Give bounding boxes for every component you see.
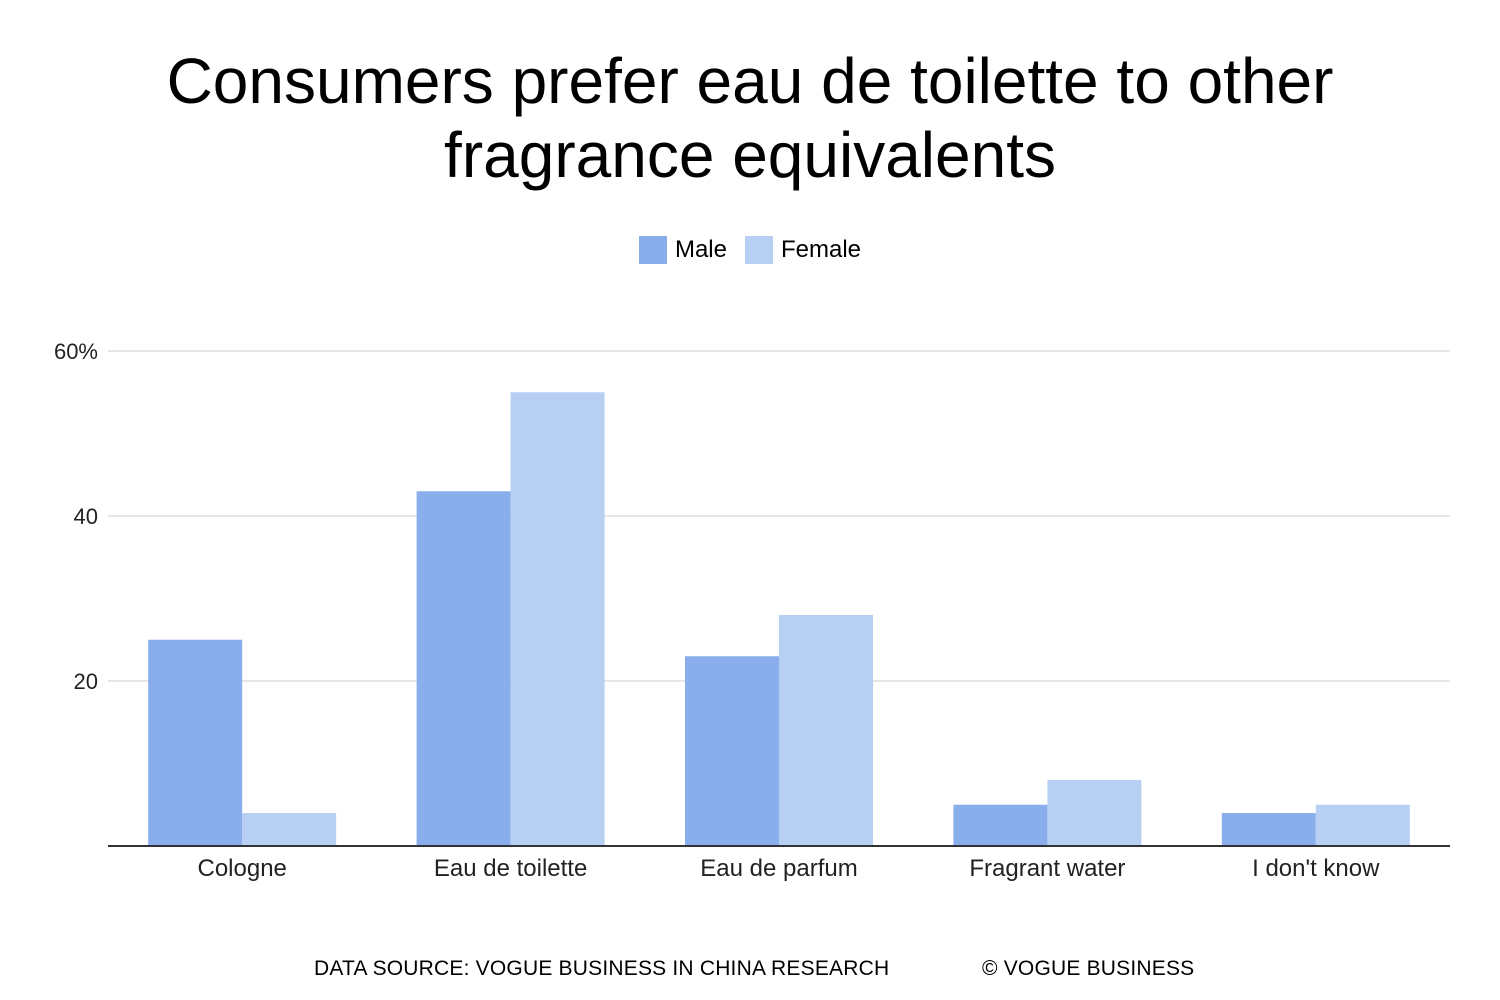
bar-male-i-don-t-know <box>1221 813 1316 846</box>
y-tick-label: 60% <box>54 339 98 364</box>
x-tick-label: I don't know <box>1252 855 1380 882</box>
y-tick-label: 40 <box>74 504 98 529</box>
bar-female-fragrant-water <box>1047 780 1142 846</box>
x-tick-label: Fragrant water <box>969 855 1125 882</box>
data-source-note: DATA SOURCE: VOGUE BUSINESS IN CHINA RES… <box>314 957 890 980</box>
legend-label-male: Male <box>674 236 727 263</box>
x-tick-label: Cologne <box>197 855 286 882</box>
legend-swatch-female <box>745 236 773 264</box>
bar-male-fragrant-water <box>953 804 1048 846</box>
legend-label-female: Female <box>781 236 862 263</box>
x-tick-label: Eau de toilette <box>434 855 587 882</box>
bar-male-cologne <box>148 639 243 846</box>
bar-female-cologne <box>242 813 337 846</box>
bar-male-eau-de-toilette <box>416 491 511 846</box>
x-tick-label: Eau de parfum <box>700 855 857 882</box>
legend-item-female: Female <box>745 236 861 264</box>
legend-item-male: Male <box>638 236 727 264</box>
legend: Male Female <box>0 236 1500 264</box>
bar-male-eau-de-parfum <box>685 656 779 846</box>
copyright-note: © VOGUE BUSINESS <box>982 957 1195 980</box>
bar-female-eau-de-parfum <box>779 615 873 846</box>
chart-title: Consumers prefer eau de toilette to othe… <box>166 45 1334 191</box>
y-tick-label: 20 <box>74 669 98 694</box>
legend-swatch-male <box>638 236 667 264</box>
bar-female-i-don-t-know <box>1315 804 1410 846</box>
bar-female-eau-de-toilette <box>510 392 605 846</box>
